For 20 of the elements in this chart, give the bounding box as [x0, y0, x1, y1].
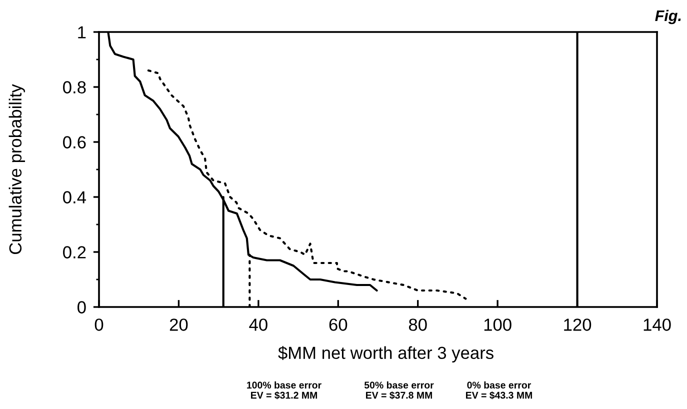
x-tick-label: 140 — [644, 318, 671, 331]
x-tick-label: 120 — [564, 318, 592, 331]
text: 50% base error EV = $37.8 MM — [364, 381, 434, 400]
y-tick-label: 0.4 — [63, 191, 86, 204]
y-tick-label: 0.6 — [63, 136, 86, 148]
x-tick-label: 60 — [329, 318, 348, 331]
chart-title: Fig. — [655, 10, 681, 24]
text: 0% base error EV = $43.3 MM — [466, 381, 532, 400]
y-axis-title: Cumulative probability — [8, 84, 25, 254]
x-tick-label: 20 — [170, 318, 188, 331]
x-tick-label: 0 — [94, 318, 104, 331]
y-tick-label: 1 — [78, 26, 86, 38]
x-axis-title: $MM net worth after 3 years — [278, 346, 494, 362]
y-tick-label: 0.8 — [63, 81, 86, 94]
x-tick-label: 100 — [484, 318, 512, 331]
x-tick-label: 40 — [249, 318, 268, 331]
x-tick-label: 80 — [408, 318, 427, 331]
y-tick-label: 0.2 — [63, 246, 86, 258]
y-tick-label: 0 — [78, 301, 86, 314]
text: 100% base error EV = $31.2 MM — [247, 381, 322, 400]
